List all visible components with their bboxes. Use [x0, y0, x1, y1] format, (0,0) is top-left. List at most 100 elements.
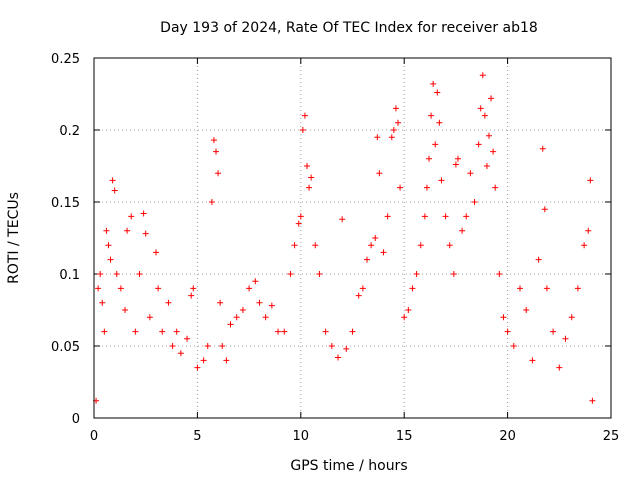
data-point — [223, 357, 230, 364]
data-point — [322, 328, 329, 335]
data-point — [417, 242, 424, 249]
data-point — [177, 350, 184, 357]
data-point — [105, 242, 112, 249]
data-point — [128, 213, 135, 220]
data-point — [452, 161, 459, 168]
data-point — [252, 278, 259, 285]
data-point — [101, 328, 108, 335]
data-point — [295, 220, 302, 227]
data-point — [142, 230, 149, 237]
data-point — [529, 357, 536, 364]
x-tick-label: 10 — [293, 429, 310, 444]
data-point — [413, 271, 420, 277]
data-point — [428, 112, 435, 119]
data-point — [213, 148, 220, 155]
data-point — [397, 184, 404, 191]
data-point — [316, 271, 323, 277]
data-point — [210, 137, 217, 144]
data-point — [153, 249, 160, 256]
data-point — [471, 199, 478, 205]
data-point — [339, 216, 346, 223]
data-point — [517, 285, 524, 292]
data-point — [335, 354, 342, 361]
data-point — [215, 170, 222, 177]
data-point — [543, 285, 550, 292]
data-point — [574, 285, 581, 292]
data-point — [219, 343, 226, 349]
x-axis-label: GPS time / hours — [290, 458, 407, 474]
data-point — [374, 134, 381, 141]
data-point — [535, 256, 542, 263]
data-point — [492, 184, 499, 191]
data-point — [349, 328, 356, 335]
tick-labels: 0 5 10 15 20 25 0 0.05 0.1 0.15 0.2 0.25 — [51, 52, 619, 444]
data-point — [275, 328, 282, 335]
data-point — [312, 242, 319, 249]
data-point — [556, 364, 563, 371]
data-point — [140, 210, 147, 217]
data-point — [136, 271, 143, 277]
data-point — [401, 314, 408, 321]
data-point — [436, 119, 443, 126]
data-point — [95, 285, 102, 292]
data-point — [165, 299, 172, 306]
data-point — [581, 242, 588, 249]
plot-frame — [93, 57, 612, 419]
data-point — [256, 299, 263, 306]
data-point — [111, 187, 118, 194]
data-point — [409, 285, 416, 292]
data-point — [359, 285, 366, 292]
data-point — [208, 199, 215, 205]
data-point — [113, 271, 120, 277]
data-point — [438, 177, 445, 184]
data-point — [124, 227, 131, 234]
data-point — [291, 242, 298, 249]
data-point — [496, 271, 503, 277]
data-point — [500, 314, 507, 321]
data-point — [132, 328, 139, 335]
data-point — [432, 141, 439, 148]
data-point — [388, 134, 395, 141]
data-point — [485, 132, 492, 139]
data-point — [450, 271, 457, 277]
data-point — [306, 184, 313, 191]
data-point — [304, 163, 311, 169]
data-point — [589, 397, 596, 404]
data-point — [299, 127, 306, 133]
grid-lines — [94, 58, 611, 418]
data-point — [467, 170, 474, 177]
data-point — [488, 95, 495, 102]
data-point — [109, 177, 116, 184]
y-tick-label: 0.1 — [59, 268, 80, 283]
data-point — [227, 321, 234, 328]
y-tick-label: 0 — [72, 412, 80, 427]
data-point — [281, 328, 288, 335]
data-point — [155, 285, 162, 292]
data-point — [99, 299, 106, 306]
data-point — [146, 314, 153, 321]
data-point — [204, 343, 211, 349]
data-point — [308, 174, 315, 181]
y-tick-label: 0.15 — [51, 196, 80, 211]
data-point — [122, 307, 129, 313]
data-point — [363, 256, 370, 263]
axis-ticks — [93, 57, 612, 419]
data-point — [372, 235, 379, 241]
data-point — [446, 242, 453, 249]
data-point — [194, 364, 201, 371]
data-point — [97, 271, 104, 277]
data-point — [200, 357, 207, 364]
data-point — [523, 307, 530, 313]
data-point — [246, 285, 253, 292]
data-point — [384, 213, 391, 220]
data-point — [301, 112, 308, 119]
data-point — [159, 328, 166, 335]
data-point — [376, 170, 383, 177]
data-point — [390, 127, 397, 133]
data-point — [585, 227, 592, 234]
y-axis-label: ROTI / TECUs — [6, 192, 22, 284]
data-point — [423, 184, 430, 191]
data-point — [510, 343, 517, 349]
data-point — [173, 328, 180, 335]
